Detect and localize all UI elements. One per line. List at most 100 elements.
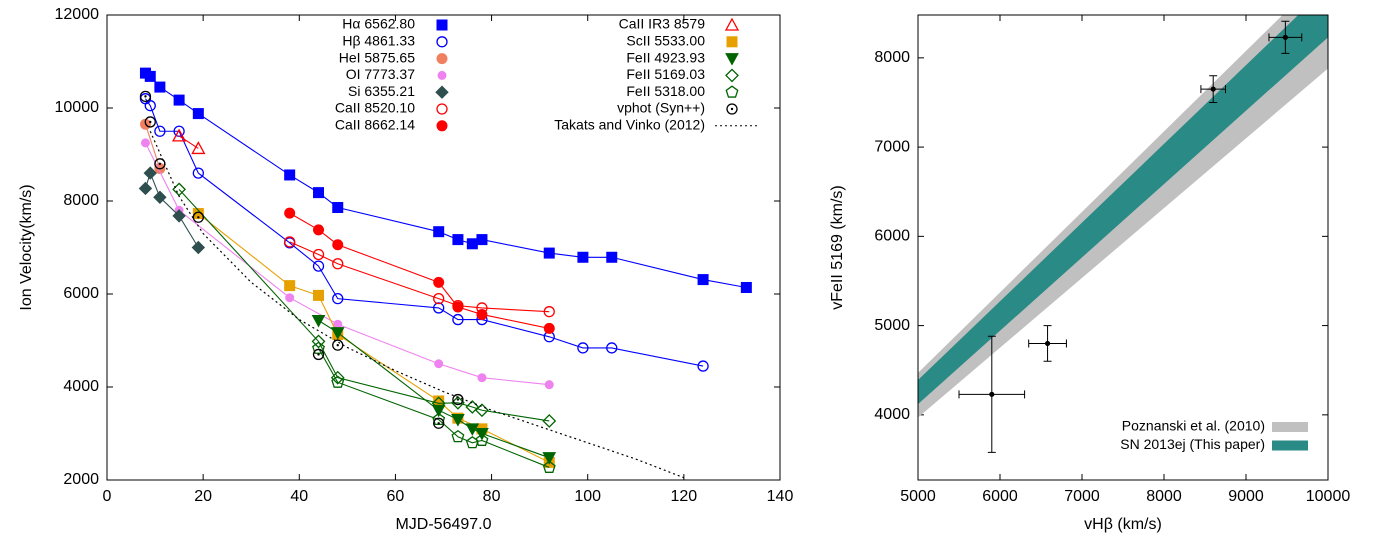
legend-label: CaII IR3 8579: [619, 16, 706, 32]
marker: [154, 125, 166, 137]
x-tick-label: 10000: [1306, 488, 1351, 505]
marker: [332, 258, 344, 270]
marker: [431, 404, 446, 418]
marker: [192, 167, 204, 179]
marker: [285, 293, 295, 303]
marker: [542, 460, 556, 473]
plot-frame: [917, 14, 1329, 481]
legend-label: Si 6355.21: [348, 83, 415, 99]
marker: [436, 53, 448, 65]
y-tick-label: 4000: [63, 378, 99, 395]
marker: [466, 238, 478, 250]
marker: [312, 348, 325, 361]
marker: [138, 181, 153, 196]
marker: [452, 234, 464, 246]
marker: [465, 423, 480, 436]
series-line: [149, 131, 685, 479]
plot-area: [918, 15, 1328, 453]
marker: [452, 313, 464, 326]
y-tick-label: 6000: [63, 285, 99, 302]
marker: [311, 334, 326, 349]
x-tick-label: 6000: [982, 488, 1018, 505]
legend-label: Hα 6562.80: [342, 16, 415, 32]
x-tick-label: 40: [290, 488, 308, 505]
marker: [284, 207, 296, 219]
marker-dot: [197, 216, 200, 219]
marker: [436, 103, 448, 115]
marker: [433, 417, 445, 429]
marker: [725, 68, 739, 83]
y-tick-label: 8000: [63, 192, 99, 209]
series-line: [145, 98, 704, 367]
x-tick-label: 0: [103, 488, 112, 505]
marker: [143, 166, 157, 180]
marker: [144, 100, 156, 112]
legend-label: Hβ 4861.33: [342, 33, 415, 49]
marker: [435, 85, 449, 99]
marker: [333, 319, 343, 329]
x-tick-label: 20: [194, 488, 212, 505]
y-tick-label: 12000: [55, 6, 100, 23]
legend-label: FeII 5169.03: [626, 66, 705, 82]
marker: [433, 292, 445, 305]
point: [1210, 86, 1216, 92]
marker: [313, 187, 325, 199]
marker: [724, 17, 740, 31]
marker: [451, 429, 465, 443]
band: [918, 15, 1328, 405]
marker: [436, 36, 448, 48]
marker: [331, 375, 345, 388]
point: [989, 391, 995, 397]
y-tick-label: 2000: [63, 471, 99, 488]
marker: [477, 373, 487, 383]
x-tick-label: 100: [574, 488, 601, 505]
marker: [433, 302, 445, 314]
marker: [192, 108, 204, 120]
marker: [452, 393, 464, 406]
legend-label: vphot (Syn++): [617, 100, 705, 116]
legend-label: FeII 4923.93: [626, 49, 705, 65]
y-tick-label: 6000: [874, 228, 910, 245]
marker: [543, 322, 555, 334]
legend-label: OI 7773.37: [346, 66, 415, 82]
marker: [284, 236, 296, 248]
marker: [330, 327, 345, 340]
marker: [431, 396, 446, 411]
x-tick-label: 120: [671, 488, 698, 505]
legend-label: CaII 8662.14: [335, 117, 415, 133]
y-axis-label: Ion Velocity(km/s): [18, 184, 35, 310]
marker: [173, 94, 185, 106]
y-axis-label: vFeII 5169 (km/s): [829, 185, 846, 309]
marker: [284, 280, 296, 292]
marker: [312, 260, 325, 272]
marker-dot: [158, 162, 162, 165]
marker: [725, 85, 739, 98]
marker-dot: [437, 422, 440, 425]
y-tick-label: 8000: [874, 49, 910, 66]
marker: [191, 240, 206, 255]
marker: [312, 248, 325, 261]
marker: [606, 342, 618, 354]
x-tick-label: 60: [387, 488, 405, 505]
marker: [191, 141, 206, 155]
marker: [577, 342, 589, 354]
marker: [433, 276, 445, 288]
legend-swatch: [1272, 440, 1308, 451]
marker: [434, 359, 444, 369]
marker: [726, 103, 738, 115]
marker: [172, 128, 187, 142]
marker-dot: [317, 353, 320, 356]
marker: [144, 116, 156, 128]
x-tick-label: 5000: [900, 488, 936, 505]
x-tick-label: 9000: [1228, 488, 1264, 505]
y-tick-label: 7000: [874, 138, 910, 155]
marker: [577, 251, 589, 263]
marker-dot: [149, 120, 152, 124]
marker: [542, 452, 557, 465]
marker: [313, 289, 325, 301]
marker: [172, 209, 186, 223]
marker: [332, 202, 344, 214]
marker-dot: [144, 95, 147, 98]
marker-dot: [730, 107, 734, 111]
